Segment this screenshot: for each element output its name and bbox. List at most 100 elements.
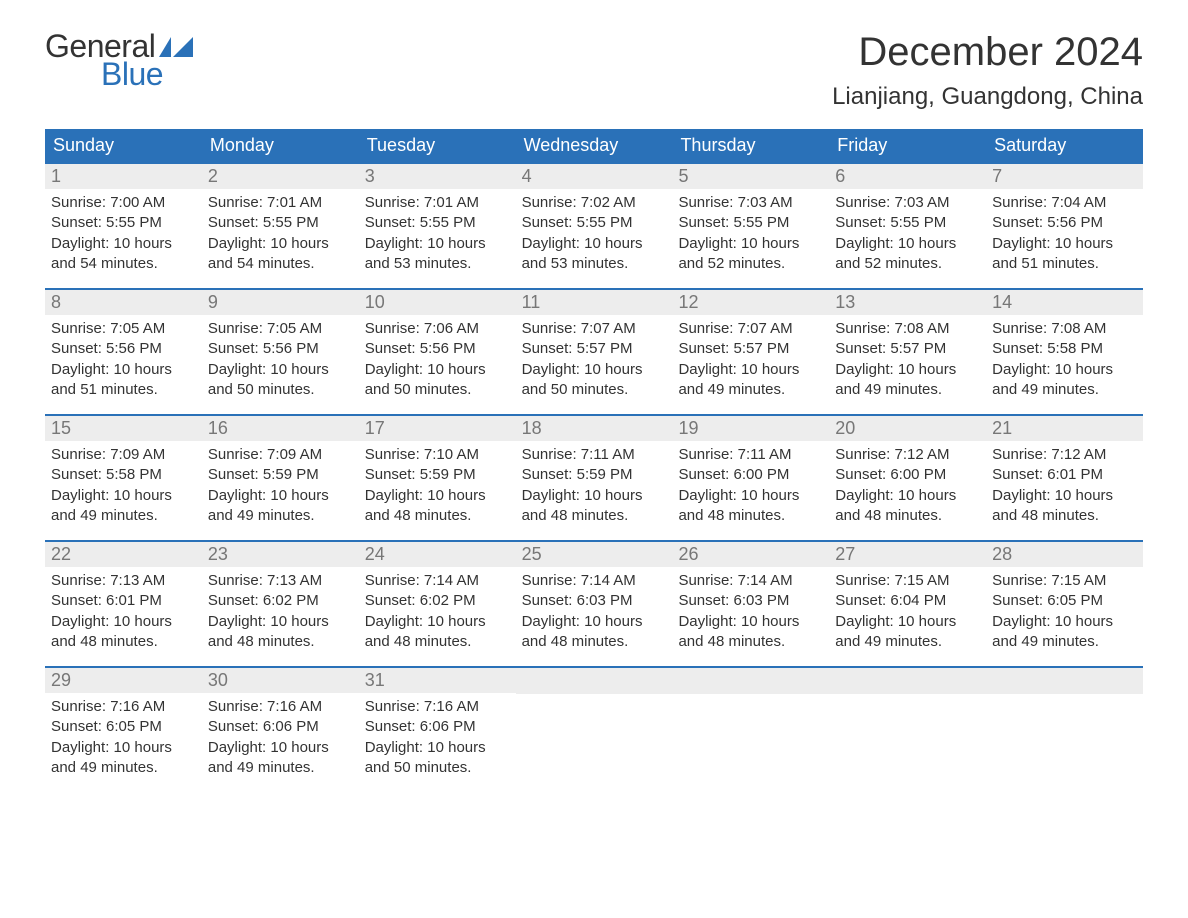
daylight-text-2: and 49 minutes. — [835, 632, 980, 652]
sunrise-text: Sunrise: 7:03 AM — [835, 193, 980, 213]
sunrise-text: Sunrise: 7:06 AM — [365, 319, 510, 339]
calendar-day: 15Sunrise: 7:09 AMSunset: 5:58 PMDayligh… — [45, 416, 202, 540]
day-details: Sunrise: 7:05 AMSunset: 5:56 PMDaylight:… — [202, 315, 359, 408]
day-number — [672, 668, 829, 694]
calendar-day: 29Sunrise: 7:16 AMSunset: 6:05 PMDayligh… — [45, 668, 202, 792]
day-details: Sunrise: 7:10 AMSunset: 5:59 PMDaylight:… — [359, 441, 516, 534]
day-number: 6 — [829, 164, 986, 189]
day-number: 19 — [672, 416, 829, 441]
daylight-text-1: Daylight: 10 hours — [208, 738, 353, 758]
day-details — [986, 694, 1143, 784]
day-number: 8 — [45, 290, 202, 315]
daylight-text-2: and 48 minutes. — [835, 506, 980, 526]
sunset-text: Sunset: 5:55 PM — [51, 213, 196, 233]
sunrise-text: Sunrise: 7:11 AM — [678, 445, 823, 465]
calendar-day: 27Sunrise: 7:15 AMSunset: 6:04 PMDayligh… — [829, 542, 986, 666]
day-details: Sunrise: 7:01 AMSunset: 5:55 PMDaylight:… — [202, 189, 359, 282]
day-details: Sunrise: 7:05 AMSunset: 5:56 PMDaylight:… — [45, 315, 202, 408]
sunset-text: Sunset: 5:59 PM — [522, 465, 667, 485]
sunrise-text: Sunrise: 7:08 AM — [992, 319, 1137, 339]
day-details: Sunrise: 7:16 AMSunset: 6:06 PMDaylight:… — [359, 693, 516, 786]
day-details: Sunrise: 7:16 AMSunset: 6:05 PMDaylight:… — [45, 693, 202, 786]
sunset-text: Sunset: 5:59 PM — [208, 465, 353, 485]
day-number: 25 — [516, 542, 673, 567]
sunset-text: Sunset: 6:03 PM — [678, 591, 823, 611]
daylight-text-2: and 50 minutes. — [365, 380, 510, 400]
sunrise-text: Sunrise: 7:15 AM — [992, 571, 1137, 591]
daylight-text-2: and 49 minutes. — [51, 758, 196, 778]
sunset-text: Sunset: 5:56 PM — [992, 213, 1137, 233]
calendar-day: 18Sunrise: 7:11 AMSunset: 5:59 PMDayligh… — [516, 416, 673, 540]
daylight-text-1: Daylight: 10 hours — [365, 612, 510, 632]
day-number: 20 — [829, 416, 986, 441]
daylight-text-1: Daylight: 10 hours — [208, 486, 353, 506]
daylight-text-1: Daylight: 10 hours — [678, 360, 823, 380]
daylight-text-1: Daylight: 10 hours — [992, 360, 1137, 380]
daylight-text-2: and 54 minutes. — [51, 254, 196, 274]
calendar-day: 4Sunrise: 7:02 AMSunset: 5:55 PMDaylight… — [516, 164, 673, 288]
day-number: 7 — [986, 164, 1143, 189]
daylight-text-2: and 52 minutes. — [835, 254, 980, 274]
sunrise-text: Sunrise: 7:03 AM — [678, 193, 823, 213]
daylight-text-1: Daylight: 10 hours — [208, 612, 353, 632]
calendar-day: 25Sunrise: 7:14 AMSunset: 6:03 PMDayligh… — [516, 542, 673, 666]
sunrise-text: Sunrise: 7:09 AM — [208, 445, 353, 465]
sunset-text: Sunset: 5:58 PM — [51, 465, 196, 485]
day-number: 4 — [516, 164, 673, 189]
sunset-text: Sunset: 5:55 PM — [365, 213, 510, 233]
calendar-day: 11Sunrise: 7:07 AMSunset: 5:57 PMDayligh… — [516, 290, 673, 414]
day-details: Sunrise: 7:14 AMSunset: 6:03 PMDaylight:… — [672, 567, 829, 660]
daylight-text-1: Daylight: 10 hours — [835, 234, 980, 254]
sunset-text: Sunset: 6:01 PM — [51, 591, 196, 611]
calendar-day — [986, 668, 1143, 792]
location: Lianjiang, Guangdong, China — [832, 83, 1143, 111]
calendar-day: 19Sunrise: 7:11 AMSunset: 6:00 PMDayligh… — [672, 416, 829, 540]
daylight-text-1: Daylight: 10 hours — [522, 234, 667, 254]
day-details: Sunrise: 7:00 AMSunset: 5:55 PMDaylight:… — [45, 189, 202, 282]
calendar-day: 22Sunrise: 7:13 AMSunset: 6:01 PMDayligh… — [45, 542, 202, 666]
day-number: 11 — [516, 290, 673, 315]
day-details: Sunrise: 7:13 AMSunset: 6:02 PMDaylight:… — [202, 567, 359, 660]
sunrise-text: Sunrise: 7:16 AM — [51, 697, 196, 717]
sunset-text: Sunset: 5:57 PM — [522, 339, 667, 359]
daylight-text-1: Daylight: 10 hours — [51, 234, 196, 254]
sunset-text: Sunset: 6:06 PM — [365, 717, 510, 737]
day-header: Saturday — [986, 129, 1143, 162]
sunset-text: Sunset: 5:56 PM — [208, 339, 353, 359]
day-details: Sunrise: 7:14 AMSunset: 6:02 PMDaylight:… — [359, 567, 516, 660]
day-number: 13 — [829, 290, 986, 315]
day-details: Sunrise: 7:14 AMSunset: 6:03 PMDaylight:… — [516, 567, 673, 660]
day-details: Sunrise: 7:03 AMSunset: 5:55 PMDaylight:… — [672, 189, 829, 282]
day-details: Sunrise: 7:08 AMSunset: 5:57 PMDaylight:… — [829, 315, 986, 408]
day-number: 31 — [359, 668, 516, 693]
day-number: 10 — [359, 290, 516, 315]
sunset-text: Sunset: 6:06 PM — [208, 717, 353, 737]
day-header: Sunday — [45, 129, 202, 162]
day-number: 30 — [202, 668, 359, 693]
daylight-text-1: Daylight: 10 hours — [365, 234, 510, 254]
sunrise-text: Sunrise: 7:02 AM — [522, 193, 667, 213]
calendar-day: 21Sunrise: 7:12 AMSunset: 6:01 PMDayligh… — [986, 416, 1143, 540]
day-details: Sunrise: 7:12 AMSunset: 6:01 PMDaylight:… — [986, 441, 1143, 534]
day-details: Sunrise: 7:04 AMSunset: 5:56 PMDaylight:… — [986, 189, 1143, 282]
sunrise-text: Sunrise: 7:12 AM — [835, 445, 980, 465]
title-block: December 2024 Lianjiang, Guangdong, Chin… — [832, 30, 1143, 111]
daylight-text-2: and 48 minutes. — [365, 632, 510, 652]
sunset-text: Sunset: 5:55 PM — [678, 213, 823, 233]
calendar-day: 23Sunrise: 7:13 AMSunset: 6:02 PMDayligh… — [202, 542, 359, 666]
day-number: 24 — [359, 542, 516, 567]
day-details: Sunrise: 7:11 AMSunset: 5:59 PMDaylight:… — [516, 441, 673, 534]
calendar-day: 5Sunrise: 7:03 AMSunset: 5:55 PMDaylight… — [672, 164, 829, 288]
calendar-day: 7Sunrise: 7:04 AMSunset: 5:56 PMDaylight… — [986, 164, 1143, 288]
day-number: 29 — [45, 668, 202, 693]
daylight-text-1: Daylight: 10 hours — [208, 360, 353, 380]
daylight-text-2: and 48 minutes. — [208, 632, 353, 652]
calendar-week: 29Sunrise: 7:16 AMSunset: 6:05 PMDayligh… — [45, 666, 1143, 792]
day-details: Sunrise: 7:01 AMSunset: 5:55 PMDaylight:… — [359, 189, 516, 282]
calendar-header-row: SundayMondayTuesdayWednesdayThursdayFrid… — [45, 129, 1143, 162]
day-details: Sunrise: 7:15 AMSunset: 6:04 PMDaylight:… — [829, 567, 986, 660]
sunset-text: Sunset: 6:04 PM — [835, 591, 980, 611]
day-number: 28 — [986, 542, 1143, 567]
day-details: Sunrise: 7:07 AMSunset: 5:57 PMDaylight:… — [672, 315, 829, 408]
sunrise-text: Sunrise: 7:13 AM — [51, 571, 196, 591]
